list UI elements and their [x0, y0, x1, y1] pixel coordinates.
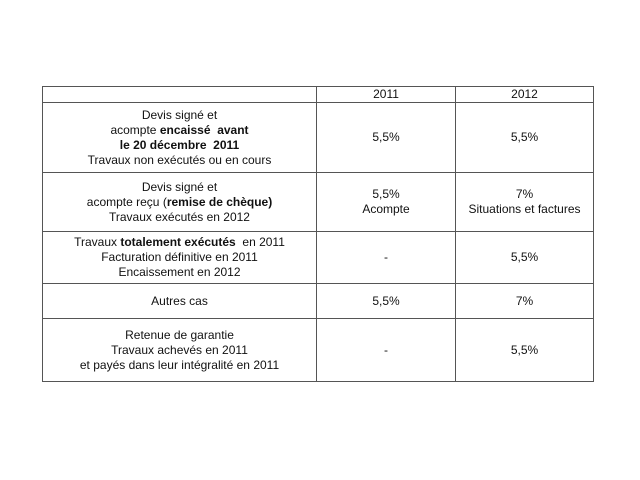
- text-run: et payés dans leur intégralité en 2011: [79, 357, 280, 372]
- cell-line: 5,5%: [372, 130, 400, 144]
- rate-cell: -: [316, 231, 456, 284]
- text-run: Devis signé et: [141, 107, 218, 122]
- row-label: Devis signé et acompte encaissé avant le 2…: [42, 102, 317, 173]
- cell-line: 5,5%: [372, 187, 400, 201]
- table-row: Autres cas 5,5% 7%: [42, 283, 594, 319]
- label-line: Retenue de garantie: [43, 328, 316, 343]
- text-run: Travaux non exécutés ou en cours: [87, 152, 272, 167]
- label-line: le 20 décembre 2011: [43, 138, 316, 153]
- table-row: Travaux totalement exécutés en 2011 Factu…: [42, 231, 594, 284]
- row-label: Travaux totalement exécutés en 2011 Factu…: [42, 231, 317, 284]
- row-label: Autres cas: [42, 283, 317, 319]
- label-line: acompte encaissé avant: [43, 123, 316, 138]
- label-line: Encaissement en 2012: [43, 265, 316, 280]
- cell-line: 7%: [515, 293, 534, 308]
- text-run: acompte reçu (: [86, 194, 167, 209]
- table-body: 2011 2012 Devis signé et acompte encaissé a…: [42, 86, 594, 382]
- cell-line: Acompte: [362, 202, 410, 216]
- label-line: Devis signé et: [43, 180, 316, 195]
- rate-cell: 7% Situations et factures: [455, 172, 594, 232]
- text-run: encaissé avant: [159, 122, 249, 137]
- table-row: Devis signé et acompte encaissé avant le 2…: [42, 102, 594, 173]
- header-cell: [42, 86, 317, 103]
- label-line: Devis signé et: [43, 108, 316, 123]
- table-row: Retenue de garantie Travaux achevés en 20…: [42, 318, 594, 382]
- cell-line: -: [384, 250, 388, 264]
- text-run: Travaux: [74, 235, 121, 249]
- label-line: Travaux non exécutés ou en cours: [43, 153, 316, 168]
- cell-line: -: [384, 342, 388, 357]
- cell-line: 7%: [515, 187, 534, 201]
- rate-cell: 5,5%: [455, 231, 594, 284]
- rate-cell: 5,5%: [455, 102, 594, 173]
- cell-line: 5,5%: [510, 342, 539, 357]
- table-row: Devis signé et acompte reçu (remise de ch…: [42, 172, 594, 232]
- cell-line: 5,5%: [510, 250, 539, 264]
- cell-line: 5,5%: [372, 293, 400, 308]
- label-line: acompte reçu (remise de chèque): [43, 195, 316, 210]
- rate-cell: 5,5%: [316, 102, 456, 173]
- text-run: Facturation définitive en 2011: [101, 250, 258, 264]
- text-run: remise de chèque): [166, 194, 273, 209]
- label-line: Travaux totalement exécutés en 2011: [43, 235, 316, 250]
- text-run: Autres cas: [151, 293, 208, 308]
- rate-cell: 5,5%: [316, 283, 456, 319]
- vat-table: 2011 2012 Devis signé et acompte encaissé a…: [42, 86, 594, 382]
- header-row: 2011 2012: [42, 86, 594, 103]
- text-run: Travaux exécutés en 2012: [109, 209, 250, 224]
- cell-line: 5,5%: [510, 130, 539, 144]
- header-cell: 2011: [316, 86, 456, 103]
- rate-cell: -: [316, 318, 456, 382]
- text-run: Travaux achevés en 2011: [111, 342, 248, 357]
- text-run: en 2011: [235, 235, 285, 249]
- label-line: Travaux achevés en 2011: [43, 343, 316, 358]
- label-line: Facturation définitive en 2011: [43, 250, 316, 265]
- text-run: Devis signé et: [141, 179, 218, 194]
- text-run: le 20 décembre 2011: [119, 137, 240, 152]
- text-run: Retenue de garantie: [125, 327, 234, 342]
- label-line: et payés dans leur intégralité en 2011: [43, 358, 316, 373]
- text-run: acompte: [110, 122, 160, 137]
- text-run: Encaissement en 2012: [118, 265, 241, 279]
- header-cell: 2012: [455, 86, 594, 103]
- label-line: Autres cas: [43, 294, 316, 309]
- rate-cell: 5,5%: [455, 318, 594, 382]
- text-run: totalement exécutés: [120, 235, 236, 249]
- rate-cell: 7%: [455, 283, 594, 319]
- label-line: Travaux exécutés en 2012: [43, 210, 316, 225]
- cell-line: Situations et factures: [468, 202, 581, 216]
- row-label: Devis signé et acompte reçu (remise de ch…: [42, 172, 317, 232]
- row-label: Retenue de garantie Travaux achevés en 20…: [42, 318, 317, 382]
- rate-cell: 5,5% Acompte: [316, 172, 456, 232]
